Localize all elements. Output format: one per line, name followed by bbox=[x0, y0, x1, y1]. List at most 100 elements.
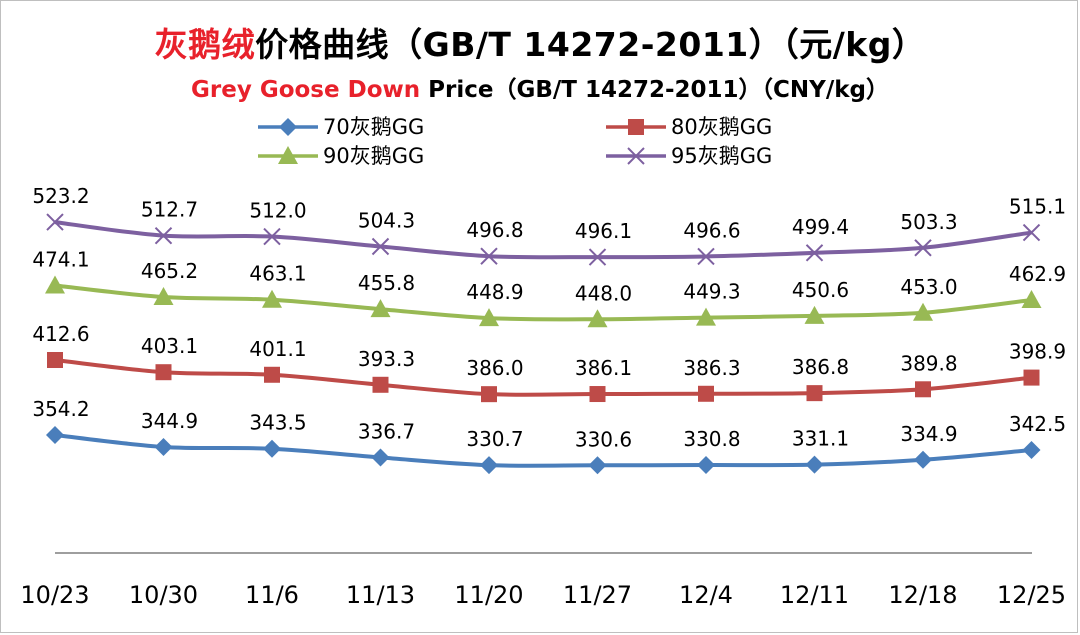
legend-label: 90灰鹅GG bbox=[323, 144, 424, 168]
legend-item-4: 95灰鹅GG bbox=[606, 144, 772, 168]
data-label: 389.8 bbox=[900, 351, 957, 375]
x-tick-label: 12/11 bbox=[780, 581, 849, 609]
data-label: 412.6 bbox=[32, 322, 89, 346]
data-label: 449.3 bbox=[683, 280, 740, 304]
data-label: 523.2 bbox=[32, 184, 89, 208]
data-label: 330.8 bbox=[683, 427, 740, 451]
data-point bbox=[47, 352, 63, 369]
data-label: 504.3 bbox=[358, 209, 415, 233]
x-tick-label: 11/6 bbox=[245, 581, 299, 609]
data-point bbox=[371, 448, 390, 467]
data-point bbox=[262, 289, 282, 308]
data-point bbox=[155, 364, 172, 381]
data-point bbox=[371, 237, 390, 256]
legend-item-2: 80灰鹅GG bbox=[606, 115, 772, 139]
data-label: 448.0 bbox=[575, 281, 632, 305]
data-point bbox=[154, 437, 173, 456]
data-label: 398.9 bbox=[1009, 340, 1066, 364]
data-label: 386.8 bbox=[792, 355, 849, 379]
data-label: 496.1 bbox=[575, 219, 632, 243]
chart-title-en: Grey Goose Down Price（GB/T 14272-2011）（C… bbox=[0, 70, 1080, 104]
data-label: 512.0 bbox=[249, 199, 306, 223]
data-label: 463.1 bbox=[249, 262, 306, 286]
data-label: 354.2 bbox=[32, 397, 89, 421]
x-tick-label: 12/4 bbox=[679, 581, 733, 609]
x-tick-label: 10/23 bbox=[20, 581, 89, 609]
data-point bbox=[914, 450, 932, 469]
data-point bbox=[587, 309, 608, 328]
data-label: 503.3 bbox=[900, 210, 957, 234]
series-line bbox=[54, 283, 1032, 322]
data-point bbox=[1022, 223, 1041, 242]
legend-item-1: 70灰鹅GG bbox=[258, 115, 424, 139]
data-label: 512.7 bbox=[141, 198, 198, 222]
legend-label: 80灰鹅GG bbox=[671, 115, 772, 139]
data-label: 386.3 bbox=[683, 356, 740, 380]
data-point bbox=[913, 302, 933, 321]
data-point bbox=[479, 308, 499, 327]
data-point bbox=[588, 248, 607, 266]
data-label: 450.6 bbox=[792, 278, 849, 302]
series-line bbox=[54, 358, 1032, 397]
data-point bbox=[372, 376, 389, 393]
data-label: 515.1 bbox=[1009, 195, 1066, 219]
data-point bbox=[915, 381, 931, 398]
title-cn-highlight: 灰鹅绒 bbox=[154, 25, 256, 64]
series-3: 474.1 465.2 463.1 455.8 448.9 448.0 449.3 450.6… bbox=[32, 248, 1066, 328]
data-point bbox=[589, 386, 606, 403]
data-point bbox=[698, 385, 714, 402]
data-label: 499.4 bbox=[792, 215, 849, 239]
data-point bbox=[914, 239, 932, 257]
data-point bbox=[263, 227, 281, 246]
data-point bbox=[1022, 441, 1041, 460]
data-point bbox=[370, 299, 391, 318]
data-point bbox=[697, 247, 715, 266]
data-point bbox=[805, 244, 824, 262]
x-tick-label: 11/27 bbox=[563, 581, 632, 609]
data-label: 393.3 bbox=[358, 347, 415, 371]
title-en-rest: Price（GB/T 14272-2011）（CNY/kg） bbox=[420, 77, 889, 103]
series-1: 354.2 344.9 343.5 336.7 330.7 330.6 330.8 331.1… bbox=[32, 397, 1066, 475]
data-label: 343.5 bbox=[249, 411, 306, 435]
data-label: 344.9 bbox=[141, 409, 198, 433]
series-line bbox=[54, 433, 1032, 468]
data-label: 342.5 bbox=[1009, 412, 1066, 436]
data-label: 331.1 bbox=[792, 427, 849, 451]
data-label: 336.7 bbox=[358, 419, 415, 443]
data-label: 330.6 bbox=[575, 427, 632, 451]
data-point bbox=[588, 456, 607, 475]
data-point bbox=[154, 226, 173, 245]
data-label: 334.9 bbox=[900, 422, 957, 446]
x-tick-label: 12/18 bbox=[888, 581, 957, 609]
chart-title-cn: 灰鹅绒价格曲线（GB/T 14272-2011）（元/kg） bbox=[0, 18, 1080, 66]
data-label: 401.1 bbox=[249, 337, 306, 361]
data-point bbox=[264, 366, 280, 383]
legend-label: 70灰鹅GG bbox=[323, 115, 424, 139]
data-label: 496.6 bbox=[683, 218, 740, 242]
data-label: 330.7 bbox=[466, 427, 523, 451]
data-point bbox=[696, 307, 716, 326]
title-en-highlight: Grey Goose Down bbox=[191, 77, 421, 103]
data-point bbox=[46, 213, 64, 231]
x-tick-label: 10/30 bbox=[129, 581, 198, 609]
data-point bbox=[45, 275, 65, 294]
legend-marker-diamond-icon bbox=[279, 118, 297, 136]
data-label: 462.9 bbox=[1009, 262, 1066, 286]
data-point bbox=[46, 426, 64, 444]
data-point bbox=[481, 386, 497, 403]
series-line bbox=[54, 220, 1032, 260]
data-point bbox=[806, 385, 823, 402]
x-tick-label: 11/13 bbox=[346, 581, 415, 609]
legend-marker-cross-icon bbox=[627, 147, 645, 165]
data-point bbox=[1021, 290, 1042, 309]
legend-marker-square-icon bbox=[628, 119, 644, 135]
data-label: 455.8 bbox=[358, 271, 415, 295]
series-2: 412.6 403.1 401.1 393.3 386.0 386.1 386.3 386.8… bbox=[32, 322, 1066, 403]
data-point bbox=[480, 247, 498, 265]
legend-item-3: 90灰鹅GG bbox=[258, 144, 424, 168]
legend-label: 95灰鹅GG bbox=[671, 144, 772, 168]
data-point bbox=[805, 455, 824, 474]
data-label: 448.9 bbox=[466, 280, 523, 304]
